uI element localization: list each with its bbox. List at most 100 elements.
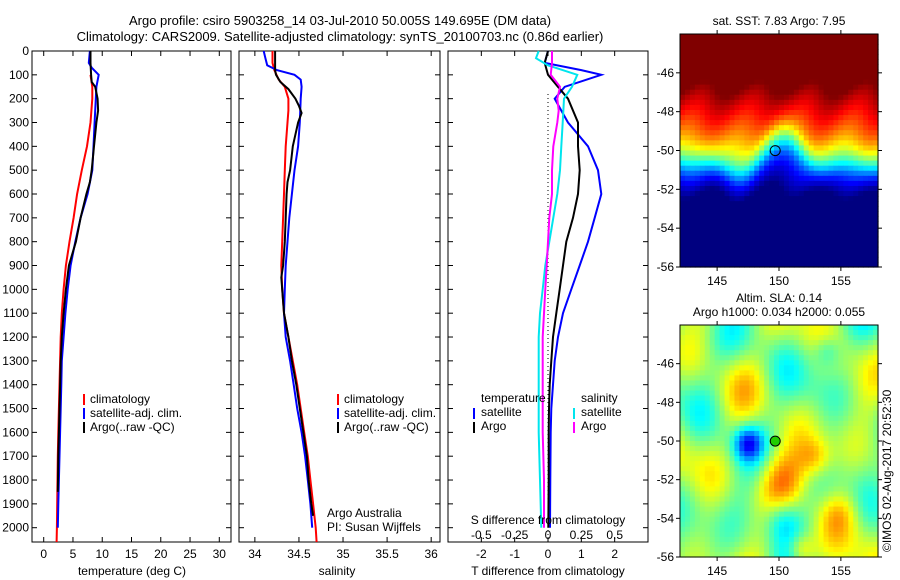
map-cell (680, 380, 686, 387)
map-cell (779, 476, 785, 482)
map-cell (863, 491, 869, 498)
map-cell (699, 160, 706, 167)
map-cell (818, 466, 825, 472)
map-cell (828, 140, 835, 147)
map-cell (863, 79, 869, 86)
map-cell (863, 330, 869, 336)
map-cell (714, 471, 721, 477)
map-cell (774, 395, 780, 402)
map-cell (803, 425, 810, 432)
map-cell (808, 335, 815, 341)
map-cell (788, 395, 795, 402)
map-cell (808, 370, 815, 377)
map-cell (684, 355, 691, 361)
map-cell (873, 380, 879, 387)
map-cell (823, 221, 830, 228)
map-cell (744, 551, 750, 558)
map-cell (783, 216, 790, 223)
map-cell (798, 135, 805, 141)
legend-label-climatology: climatology (344, 392, 404, 406)
map-cell (680, 410, 686, 417)
x-tick-label: 30 (213, 547, 227, 561)
map-cell (843, 130, 849, 136)
map-cell (680, 355, 686, 361)
map-cell (793, 206, 800, 212)
map-cell (808, 340, 815, 346)
map-cell (714, 211, 721, 217)
map-cell (823, 261, 830, 268)
map-cell (689, 355, 696, 361)
map-cell (833, 246, 839, 253)
map-cell (818, 451, 825, 457)
map-cell (779, 466, 785, 472)
map-cell (704, 115, 711, 121)
map-cell (754, 521, 760, 528)
map-cell (774, 375, 780, 382)
map-cell (774, 206, 780, 212)
map-cell (769, 425, 775, 432)
map-cell (828, 511, 835, 518)
map-cell (843, 180, 849, 187)
map-cell (709, 340, 716, 346)
map-cell (833, 34, 839, 40)
map-cell (759, 185, 765, 192)
map-cell (823, 196, 830, 202)
map-cell (853, 330, 859, 336)
map-cell (838, 79, 844, 86)
map-cell (798, 355, 805, 361)
map-cell (680, 501, 686, 508)
map-cell (838, 39, 844, 45)
map-cell (680, 256, 686, 263)
map-cell (714, 251, 721, 258)
map-cell (793, 84, 800, 91)
map-cell (828, 135, 835, 141)
map-cell (764, 395, 770, 402)
map-cell (868, 59, 874, 65)
map-cell (793, 211, 800, 217)
map-cell (798, 44, 805, 50)
map-cell (694, 115, 701, 121)
map-cell (779, 256, 785, 263)
map-cell (858, 526, 864, 533)
map-cell (729, 241, 736, 248)
map-cell (798, 471, 805, 477)
map-cell (858, 44, 864, 50)
map-cell (764, 425, 770, 432)
map-cell (868, 261, 874, 268)
map-cell (793, 350, 800, 356)
map-cell (838, 84, 844, 91)
map-cell (868, 74, 874, 81)
map-cell (739, 441, 745, 447)
map-cell (788, 160, 795, 167)
map-cell (769, 365, 775, 371)
map-cell (744, 456, 750, 462)
map-cell (818, 185, 825, 192)
map-cell (749, 471, 755, 477)
map-cell (868, 506, 874, 513)
map-cell (803, 64, 810, 71)
map-cell (779, 54, 785, 60)
x-tick-label: 36 (425, 547, 439, 561)
map-cell (764, 461, 770, 467)
map-cell (764, 115, 770, 121)
map-cell (868, 185, 874, 192)
map-cell (868, 466, 874, 472)
map-cell (749, 109, 755, 116)
map-cell (689, 54, 696, 60)
map-cell (749, 501, 755, 508)
map-cell (759, 425, 765, 432)
map-cell (838, 330, 844, 336)
map-cell (680, 441, 686, 447)
map-cell (709, 551, 716, 558)
map-cell (729, 150, 736, 157)
map-cell (714, 461, 721, 467)
map-cell (769, 375, 775, 382)
map-cell (788, 104, 795, 111)
map-cell (798, 526, 805, 533)
map-cell (838, 231, 844, 238)
map-cell (853, 461, 859, 467)
map-cell (798, 360, 805, 366)
map-cell (779, 430, 785, 437)
map-cell (873, 221, 879, 228)
map-cell (779, 99, 785, 106)
